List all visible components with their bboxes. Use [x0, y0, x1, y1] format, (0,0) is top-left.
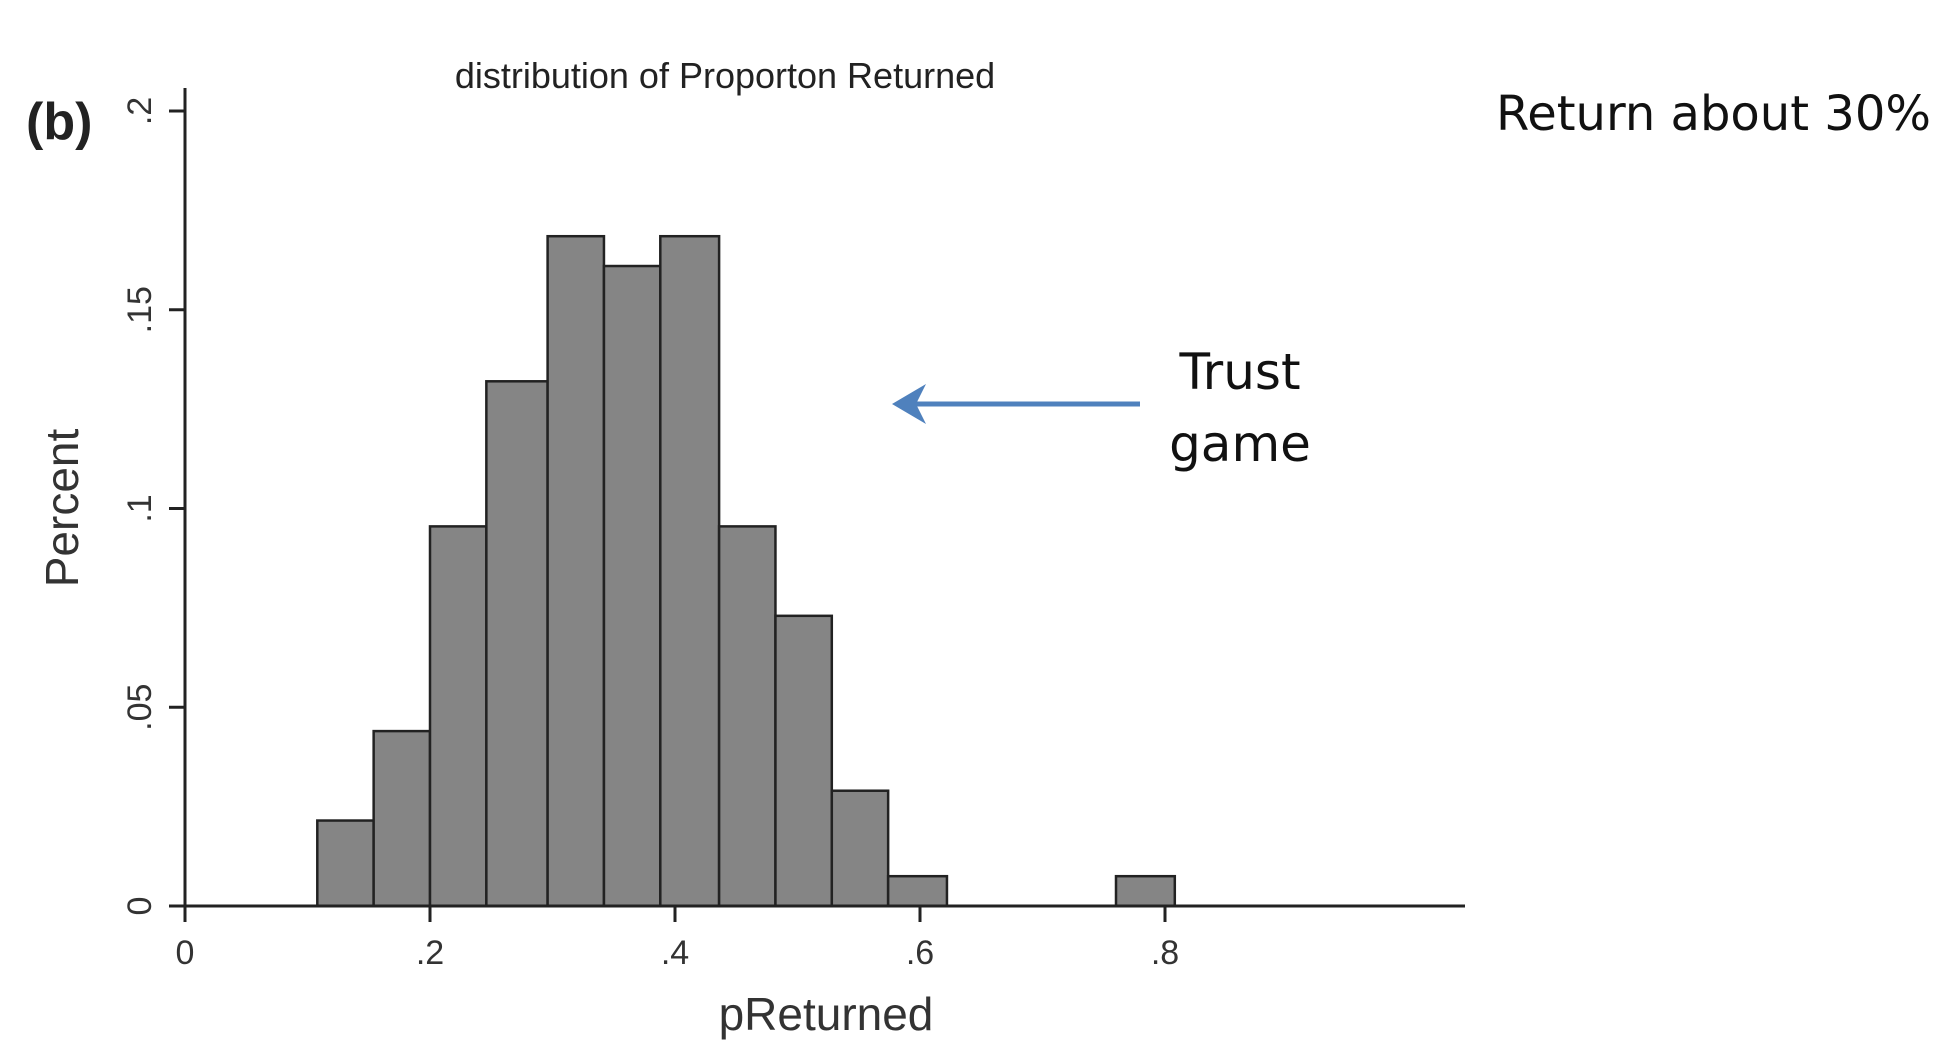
histogram-bar-8 — [717, 525, 777, 908]
histogram-bar-5 — [546, 234, 606, 908]
histogram-bar-11 — [886, 874, 949, 908]
x-tick-label-4: .8 — [1151, 934, 1179, 972]
panel-label: (b) — [26, 93, 93, 151]
histogram-bar-7 — [659, 234, 721, 908]
x-tick-label-3: .6 — [906, 934, 934, 972]
side-note: Return about 30% — [1496, 86, 1931, 142]
y-tick-label-2: .1 — [121, 494, 159, 522]
histogram-bar-2 — [372, 729, 432, 908]
x-axis-label: pReturned — [719, 988, 934, 1040]
y-tick-label-1: .05 — [121, 684, 159, 731]
annotation-arrow — [892, 384, 1140, 424]
y-tick-label-3: .15 — [121, 286, 159, 333]
axes-group: 0 .2 .4 .6 .8 0 .05 .1 .15 .2 — [121, 88, 1465, 972]
histogram-bar-10 — [830, 789, 890, 908]
x-tick-label-2: .4 — [661, 934, 689, 972]
chart-title: distribution of Proporton Returned — [455, 55, 995, 96]
callout-line-2: game — [1169, 415, 1311, 473]
y-tick-label-4: .2 — [121, 97, 159, 125]
y-tick-label-0: 0 — [121, 897, 159, 916]
trust-game-callout: Trust game — [1150, 336, 1330, 480]
y-axis-label: Percent — [36, 429, 88, 588]
histogram-bar-1 — [316, 819, 375, 908]
x-tick-label-0: 0 — [176, 934, 195, 972]
histogram-bar-9 — [774, 614, 834, 908]
histogram-bar-4 — [485, 380, 549, 908]
x-tick-label-1: .2 — [416, 934, 444, 972]
callout-line-1: Trust — [1179, 343, 1301, 401]
histogram-bar-3 — [428, 525, 488, 908]
histogram-bar-12 — [1114, 874, 1177, 908]
bars-group — [316, 234, 1177, 908]
histogram-bar-6 — [602, 264, 662, 908]
